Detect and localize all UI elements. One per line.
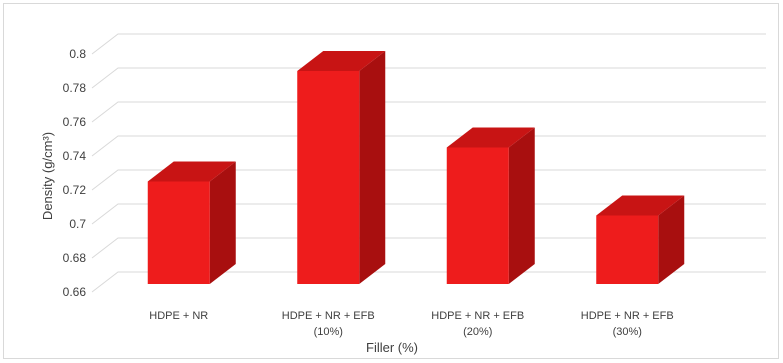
bar-top <box>596 195 685 216</box>
chart-frame <box>3 3 779 359</box>
gridlines <box>91 33 766 293</box>
gridline <box>91 203 766 225</box>
bar <box>297 51 386 284</box>
y-tick-label: 0.8 <box>69 47 86 61</box>
x-category-label: HDPE + NR + EFB <box>431 310 524 322</box>
x-axis-title: Filler (%) <box>366 340 418 355</box>
bar-top <box>297 51 386 71</box>
bar-side <box>359 51 386 284</box>
gridline <box>91 67 766 89</box>
bar-side <box>508 127 535 284</box>
y-tick-label: 0.68 <box>63 251 87 265</box>
gridline <box>91 169 766 191</box>
bar-side <box>209 161 236 284</box>
x-category-label: HDPE + NR <box>149 310 208 322</box>
bar-front <box>596 215 659 284</box>
bar-front <box>147 181 210 284</box>
bar-front <box>446 147 509 284</box>
gridline <box>91 101 766 123</box>
x-axis-categories: HDPE + NR HDPE + NR + EFB (10%) HDPE + NR +… <box>149 310 673 338</box>
y-axis-title: Density (g/cm³) <box>40 132 55 220</box>
y-tick-label: 0.74 <box>63 149 87 163</box>
y-tick-label: 0.72 <box>63 183 87 197</box>
bar-side <box>658 195 685 284</box>
y-tick-label: 0.78 <box>63 81 87 95</box>
x-category-label: (20%) <box>463 326 492 338</box>
bar <box>446 127 535 284</box>
bars <box>147 51 685 284</box>
gridline <box>91 33 766 55</box>
bar <box>596 195 685 284</box>
bar-top <box>446 127 535 148</box>
bar-front <box>297 71 360 284</box>
bar-top <box>147 161 236 182</box>
x-category-label: (10%) <box>314 326 343 338</box>
y-tick-label: 0.7 <box>69 217 86 231</box>
bar <box>147 161 236 284</box>
gridline <box>91 135 766 157</box>
gridline <box>91 271 766 293</box>
y-tick-label: 0.66 <box>63 285 87 299</box>
y-tick-label: 0.76 <box>63 115 87 129</box>
gridline <box>91 237 766 259</box>
x-category-label: HDPE + NR + EFB <box>282 310 375 322</box>
x-category-label: HDPE + NR + EFB <box>581 310 674 322</box>
x-category-label: (30%) <box>613 326 642 338</box>
y-axis-ticks: 0.66 0.68 0.7 0.72 0.74 0.76 0.78 0.8 <box>63 47 87 299</box>
